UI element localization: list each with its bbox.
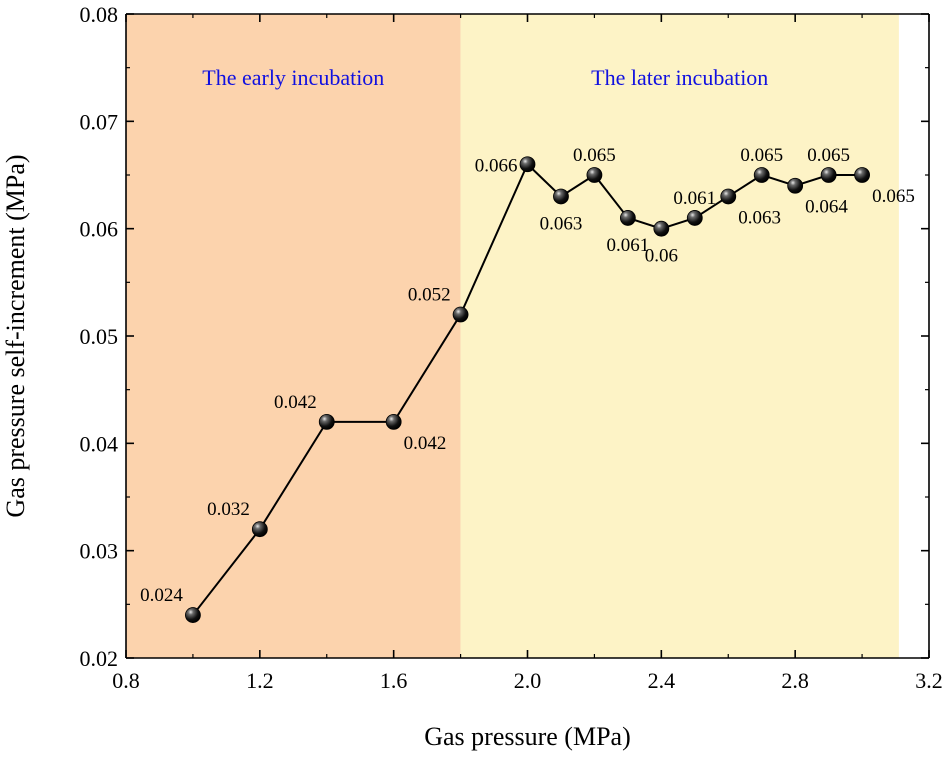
y-tick-label: 0.03	[80, 539, 119, 564]
region-label-2: The later incubation	[591, 65, 768, 90]
x-axis-title: Gas pressure (MPa)	[424, 722, 631, 751]
data-point	[720, 188, 737, 205]
data-label: 0.065	[872, 186, 915, 207]
data-label: 0.042	[404, 433, 447, 454]
data-label: 0.063	[738, 207, 781, 228]
data-point	[854, 167, 870, 183]
data-point	[619, 210, 636, 226]
region-label-1: The early incubation	[202, 65, 384, 90]
region-2	[460, 14, 899, 658]
data-label: 0.065	[807, 145, 850, 166]
data-label: 0.064	[805, 197, 848, 218]
y-tick-label: 0.04	[80, 431, 119, 456]
y-tick-label: 0.05	[80, 324, 119, 349]
y-tick-label: 0.06	[80, 217, 119, 242]
data-point	[519, 156, 536, 173]
data-point	[753, 167, 770, 183]
data-point	[452, 306, 469, 323]
data-label: 0.032	[207, 499, 250, 520]
region-1	[126, 14, 461, 658]
data-point	[787, 177, 804, 194]
data-label: 0.063	[540, 213, 583, 234]
y-tick-label: 0.02	[80, 646, 119, 671]
data-label: 0.065	[573, 145, 616, 166]
x-tick-label: 2.4	[648, 668, 676, 693]
data-point	[318, 413, 335, 430]
data-point	[586, 167, 603, 183]
y-tick-label: 0.07	[80, 109, 119, 134]
data-point	[553, 188, 569, 205]
y-axis-title: Gas pressure self-increment (MPa)	[1, 154, 30, 517]
data-label: 0.066	[475, 155, 518, 176]
x-tick-label: 2.0	[514, 668, 542, 693]
data-point	[185, 607, 201, 623]
data-labels: 0.024 0.032 0.042 0.042 0.052 0.066 0.063 0.065…	[140, 145, 915, 606]
data-point	[385, 413, 402, 430]
data-label: 0.024	[140, 585, 183, 606]
x-tick-label: 0.8	[112, 668, 140, 693]
series-line	[192, 162, 863, 616]
x-tick-label: 2.8	[781, 668, 809, 693]
region-labels: The early incubation The later incubation	[202, 65, 768, 90]
y-tick-label: 0.08	[80, 2, 119, 27]
data-label: 0.06	[645, 246, 678, 267]
x-tick-label: 1.2	[246, 668, 274, 693]
x-tick-label: 3.2	[915, 668, 943, 693]
data-markers	[185, 156, 870, 623]
data-label: 0.065	[740, 145, 783, 166]
data-point	[653, 220, 670, 237]
data-label: 0.042	[274, 392, 317, 413]
x-tick-label: 1.6	[380, 668, 408, 693]
data-point	[686, 210, 703, 226]
shaded-regions	[126, 14, 899, 658]
data-label: 0.061	[607, 235, 650, 256]
data-label: 0.061	[673, 188, 716, 209]
data-point	[251, 521, 268, 538]
data-point	[820, 167, 837, 183]
ticks: 0.8 1.2 1.6 2.0 2.4 2.8 3.2 0.02 0.03 0.04 0.05 0.0…	[80, 2, 943, 693]
data-series-line	[192, 162, 863, 616]
data-label: 0.052	[408, 285, 451, 306]
